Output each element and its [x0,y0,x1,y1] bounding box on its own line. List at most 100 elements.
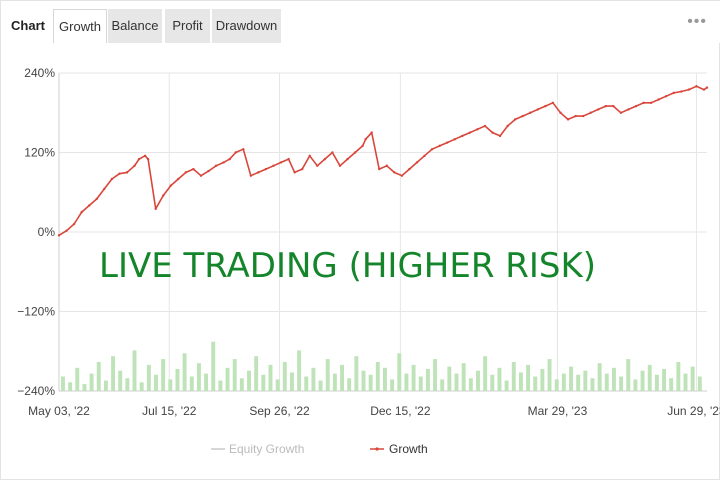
volume-bar [604,373,609,391]
more-dots-icon[interactable]: ••• [687,13,707,30]
y-tick-label: 240% [24,66,55,80]
growth-point [566,118,570,121]
volume-bar [182,353,187,391]
tab-drawdown[interactable]: Drawdown [212,9,281,43]
growth-point [300,167,304,171]
growth-point [293,171,296,174]
growth-point [264,167,268,171]
growth-point [521,114,524,118]
growth-point [169,184,172,187]
growth-point [346,157,349,161]
volume-bar [447,366,452,391]
volume-bar [225,367,230,391]
growth-point [154,207,157,211]
growth-point [702,88,706,91]
volume-bar [282,362,287,391]
volume-bar [325,359,330,391]
growth-point [234,151,237,154]
volume-bar [504,380,509,391]
growth-point [657,98,660,101]
growth-point [597,108,600,111]
tab-profit[interactable]: Profit [165,9,210,43]
volume-bar [61,376,65,391]
growth-point [162,194,165,197]
volume-bar [526,364,531,391]
growth-point [323,157,327,161]
overlay-caption: LIVE TRADING (HIGHER RISK) [99,246,596,286]
tab-growth[interactable]: Growth [53,9,107,43]
volume-bar [161,359,166,391]
growth-point [214,164,218,167]
volume-bar [340,364,345,391]
growth-point [125,171,129,174]
growth-point [423,154,426,158]
volume-bar [576,374,581,391]
volume-bar [175,368,180,391]
volume-bar [561,373,566,391]
growth-point [536,108,540,111]
growth-point [222,161,225,164]
growth-point [370,131,373,134]
y-tick-label: 0% [38,225,56,239]
volume-bar [554,379,559,391]
volume-bar [533,376,538,391]
y-tick-label: −120% [17,305,55,319]
volume-bar [82,384,87,391]
tab-balance[interactable]: Balance [108,9,162,43]
volume-bar [662,368,667,391]
growth-point [642,101,645,105]
volume-bar [619,376,624,391]
growth-point [199,174,203,177]
volume-bar [218,380,223,391]
growth-point [88,204,91,207]
volume-bar [347,378,352,391]
growth-point [649,101,653,105]
volume-bar [404,373,409,391]
growth-point [378,167,381,171]
growth-point [695,85,698,88]
volume-bar [311,367,316,391]
volume-bar [433,359,438,391]
volume-bar [247,370,251,391]
volume-bar [497,367,502,391]
volume-bar [676,362,681,391]
volume-bar [354,356,359,391]
growth-point [385,164,388,167]
volume-bar [440,379,445,391]
volume-bar [154,374,158,391]
growth-point [687,88,691,91]
growth-point [483,124,487,128]
volume-bar [318,380,323,391]
growth-point [445,141,449,144]
growth-point [529,111,532,114]
growth-point [361,144,364,148]
volume-bar [75,367,80,391]
growth-point [559,111,562,114]
x-tick-label: Mar 29, '23 [528,404,588,418]
volume-bar [261,374,266,391]
x-tick-label: Dec 15, '22 [370,404,431,418]
growth-point [634,104,638,108]
growth-point [287,157,290,161]
volume-bar [390,379,395,391]
volume-bar [454,373,459,391]
tab-bar: Chart Growth Balance Profit Drawdown ••• [1,1,720,43]
volume-bar [540,368,545,391]
growth-point [207,169,210,173]
growth-point [146,157,150,161]
growth-point [400,174,404,177]
volume-bar [239,378,244,391]
volume-bar [204,373,209,391]
growth-point [57,234,61,237]
y-tick-label: 120% [24,146,55,160]
volume-bar [361,370,366,391]
volume-bar [597,363,602,391]
growth-point [118,172,121,175]
growth-point [257,171,260,174]
volume-bar [569,366,573,391]
growth-point [491,131,494,134]
x-tick-label: Jun 29, '23 [667,404,720,418]
growth-point [272,164,275,167]
growth-point [80,210,83,214]
